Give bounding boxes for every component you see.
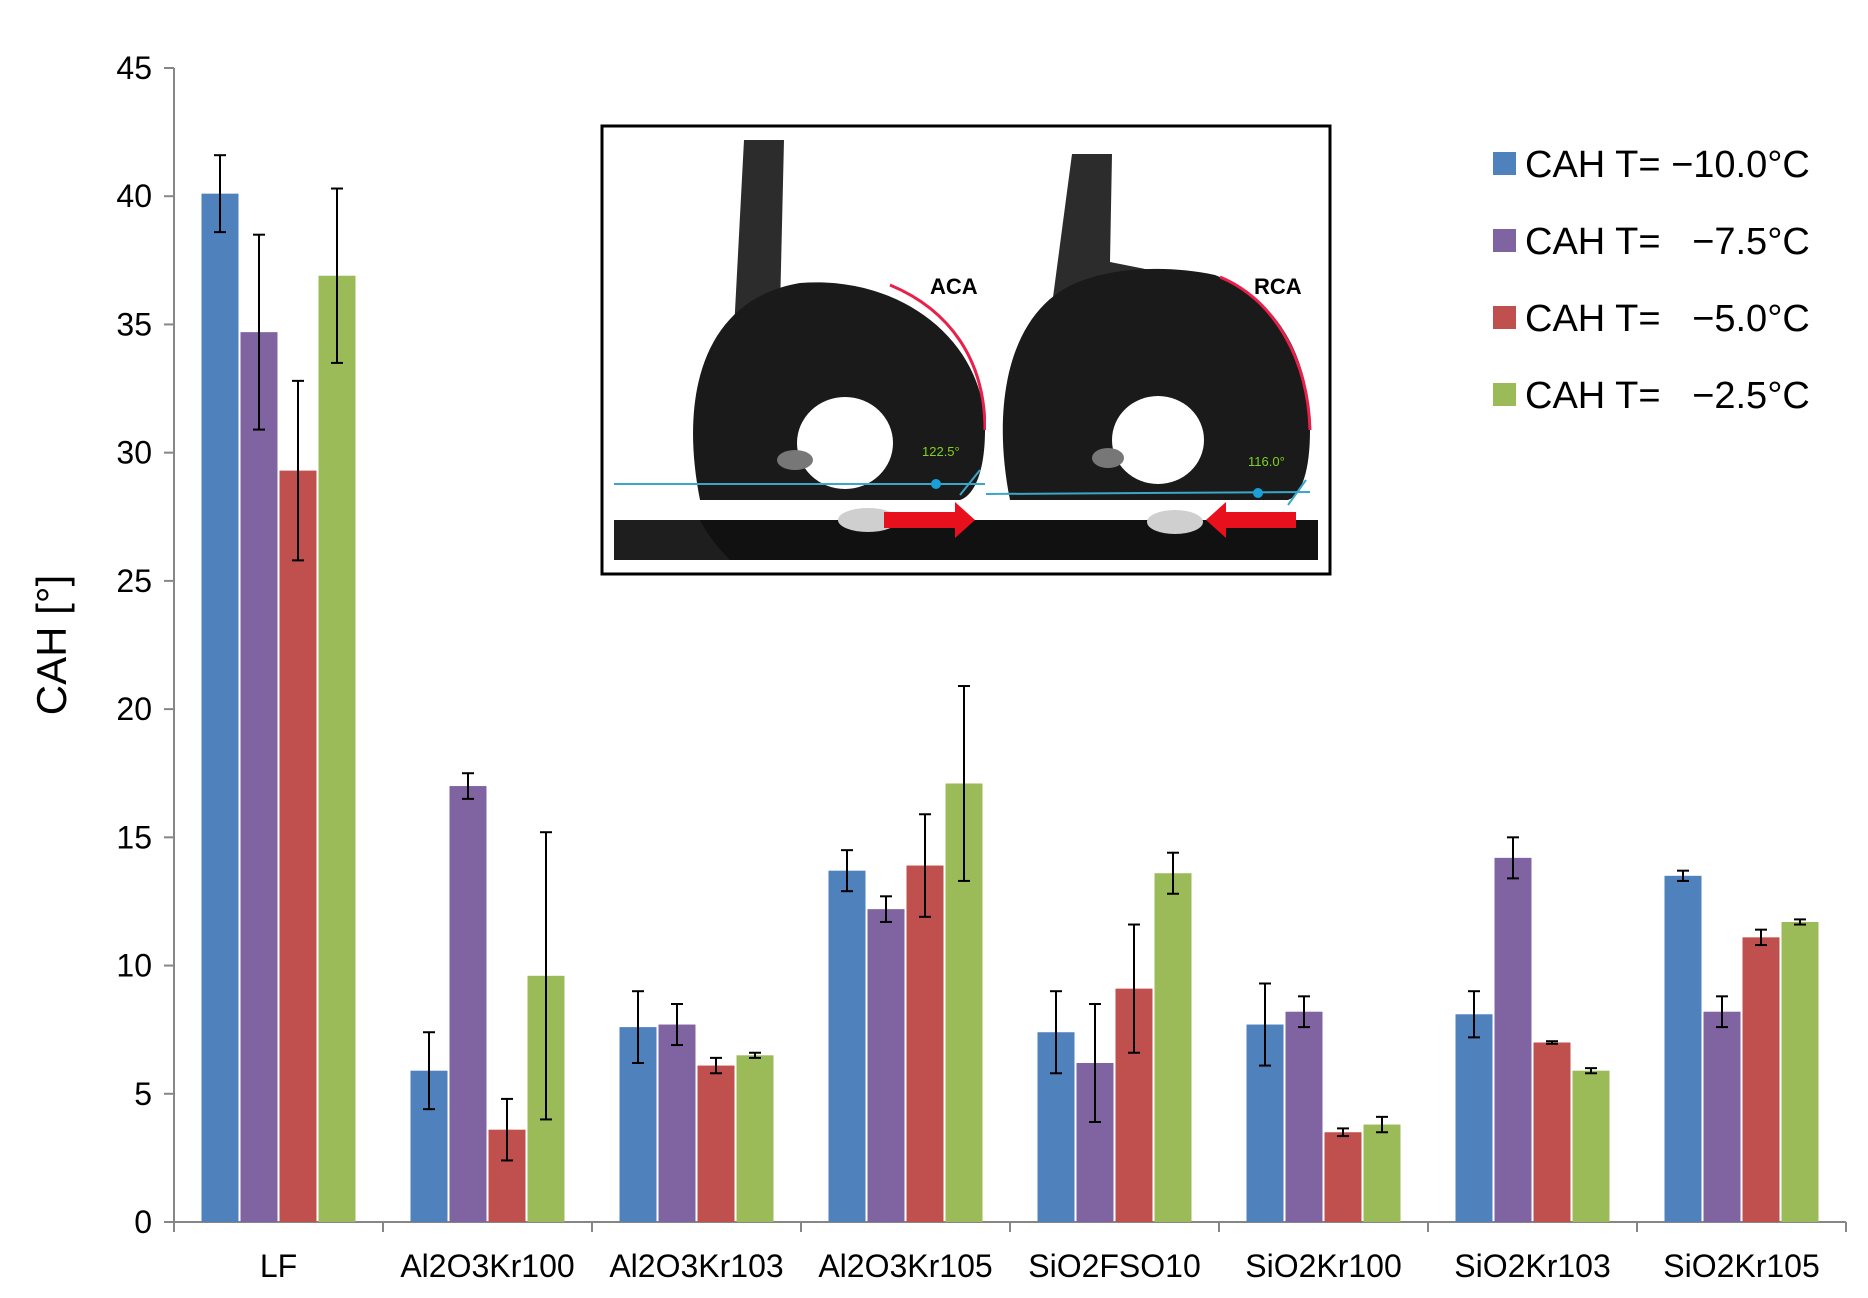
legend-swatch (1493, 306, 1516, 329)
bar (1572, 1070, 1610, 1222)
y-tick-label: 45 (116, 50, 152, 86)
x-ticks: LF Al2O3Kr100 Al2O3Kr103 Al2O3Kr105 SiO2FSO1… (173, 1222, 1847, 1284)
left-droplet (693, 282, 985, 500)
category-label: SiO2Kr103 (1454, 1248, 1611, 1284)
y-tick-label: 25 (116, 563, 152, 599)
bar (1533, 1042, 1571, 1222)
category-label: Al2O3Kr103 (609, 1248, 783, 1284)
legend-label: CAH T= −7.5°C (1525, 221, 1810, 263)
bar (1363, 1124, 1401, 1222)
bar (828, 870, 866, 1222)
y-tick-label: 40 (116, 178, 152, 214)
y-tick-label: 20 (116, 691, 152, 727)
y-axis-label: CAH [°] (28, 575, 75, 715)
droplet-inset-image: ACA 122.5° RCA 116.0° (600, 124, 1332, 576)
inset-right-angle: 116.0° (1248, 454, 1285, 469)
right-droplet-edge (1219, 275, 1312, 431)
bar (1781, 921, 1819, 1222)
bar (279, 470, 317, 1222)
category-label: LF (260, 1248, 297, 1284)
left-droplet-highlight (797, 397, 893, 489)
bar (449, 786, 487, 1222)
bar (1703, 1011, 1741, 1222)
legend-swatch (1493, 152, 1516, 175)
legend-swatch (1493, 229, 1516, 252)
bar (658, 1024, 696, 1222)
y-ticks: 0 5 10 15 20 25 30 35 40 45 (116, 50, 174, 1240)
bar (1494, 857, 1532, 1222)
legend-label: CAH T= −10.0°C (1525, 144, 1810, 186)
bar (867, 909, 905, 1222)
legend-label: CAH T= −5.0°C (1525, 298, 1810, 340)
y-tick-label: 5 (134, 1076, 152, 1112)
y-tick-label: 30 (116, 435, 152, 471)
category-label: SiO2Kr100 (1245, 1248, 1402, 1284)
y-tick-label: 0 (134, 1204, 152, 1240)
category-label: SiO2FSO10 (1028, 1248, 1201, 1284)
y-tick-label: 15 (116, 819, 152, 855)
bar (201, 193, 239, 1223)
right-droplet (1002, 268, 1310, 500)
bars (201, 193, 1819, 1223)
left-needle (734, 140, 784, 330)
category-label: Al2O3Kr100 (400, 1248, 574, 1284)
bar (1664, 875, 1702, 1222)
bar (1154, 873, 1192, 1222)
bar (736, 1055, 774, 1222)
y-tick-label: 10 (116, 948, 152, 984)
y-tick-label: 35 (116, 306, 152, 342)
bar (318, 275, 356, 1223)
bar (1742, 937, 1780, 1222)
bar (240, 332, 278, 1222)
inset-left-angle: 122.5° (922, 444, 960, 459)
left-droplet-edge (889, 283, 987, 431)
bar (697, 1065, 735, 1222)
right-droplet-highlight (1112, 396, 1204, 484)
bar (1324, 1132, 1362, 1222)
bar (1285, 1011, 1323, 1222)
error-bars (214, 154, 1806, 1162)
bar (1455, 1014, 1493, 1222)
left-red-arrow-right (884, 502, 975, 538)
inset-left-label: ACA (930, 274, 978, 299)
legend: CAH T= −10.0°C CAH T= −7.5°C CAH T= −5.0°C… (1493, 144, 1810, 417)
right-red-arrow-left (1206, 502, 1296, 538)
left-substrate-edge (614, 520, 730, 560)
inset-right-label: RCA (1254, 274, 1302, 299)
bar (906, 865, 944, 1222)
category-label: SiO2Kr105 (1663, 1248, 1820, 1284)
inset-left-panel: ACA 122.5° (614, 140, 987, 560)
inset-right-panel: RCA 116.0° (985, 140, 1318, 560)
category-label: Al2O3Kr105 (818, 1248, 992, 1284)
legend-swatch (1493, 383, 1516, 406)
legend-label: CAH T= −2.5°C (1525, 375, 1810, 417)
